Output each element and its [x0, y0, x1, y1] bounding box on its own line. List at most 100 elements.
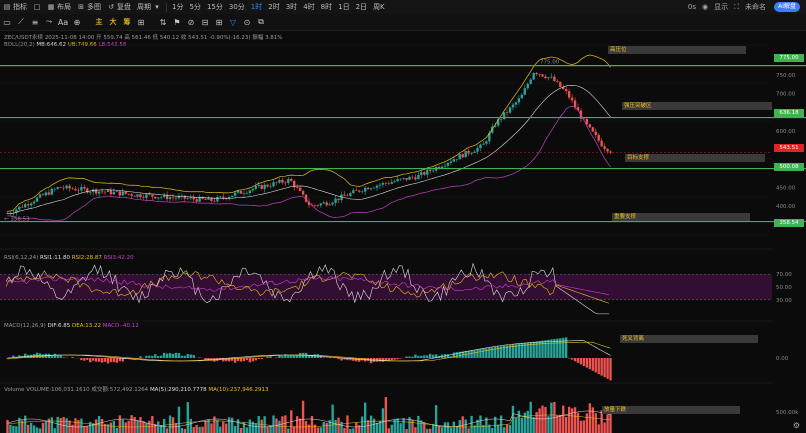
volume-bar [588, 403, 592, 433]
candle-body [399, 178, 402, 180]
macd-bar [349, 358, 352, 361]
interval-tab-4[interactable]: 1时 [250, 3, 263, 11]
rsi-info[interactable]: RSI(6,12,24) RSI1:11.80 RSI2:28.87 RSI3:… [4, 255, 134, 261]
drawing-tool-4[interactable]: Aa [57, 17, 69, 27]
volume-bar [485, 417, 488, 433]
note-breakout-zone[interactable]: 强压突破区 [622, 102, 772, 110]
candle-body [236, 190, 240, 193]
rsi2-value: RSI2:28.87 [71, 255, 102, 261]
display-button[interactable]: 显示 [714, 2, 728, 12]
interval-tab-9[interactable]: 1日 [338, 3, 350, 11]
replay-button[interactable]: ↺ 复盘 [104, 2, 134, 12]
macd-bar [236, 358, 240, 362]
macd-bar [257, 358, 260, 360]
drawing-tool-15[interactable]: ▽ [229, 17, 237, 27]
unnamed-layout[interactable]: 未命名 [745, 2, 766, 12]
candle-body [35, 197, 39, 202]
drawing-tool-7[interactable]: 大 [109, 18, 117, 26]
multi-chart-button[interactable]: ⊞ 多图 [74, 2, 104, 12]
macd-bar [322, 357, 325, 358]
drawing-tool-5[interactable]: ⊕ [73, 17, 81, 27]
macd-bar [213, 358, 216, 362]
drawing-tool-13[interactable]: ⊟ [201, 17, 209, 27]
camera-icon[interactable]: ◉ [701, 3, 709, 11]
note-high-pressure[interactable]: 高压位 [608, 46, 746, 54]
layout-button[interactable]: ▦ 布局 [44, 2, 74, 12]
interval-tab-8[interactable]: 8时 [320, 3, 333, 11]
macd-bar [106, 358, 110, 364]
drawing-tool-0[interactable]: ▭ [3, 17, 11, 27]
volume-bar [26, 424, 30, 433]
level-tag-775: 775.00 [774, 54, 804, 62]
candle-body [325, 202, 328, 206]
indicator-button[interactable]: ▤ 指标 [0, 2, 30, 12]
volume-bar [195, 424, 198, 433]
interval-tab-2[interactable]: 15分 [206, 3, 223, 11]
drawing-tool-2[interactable]: ≡ [31, 17, 39, 27]
fullscreen-icon[interactable]: ⛶ [734, 2, 739, 11]
candle-body [488, 132, 491, 142]
chart-canvas[interactable]: 800.00750.00700.00650.00600.00550.00500.… [0, 31, 806, 433]
candle-body [251, 188, 255, 191]
drawing-tool-9[interactable]: ⊞ [137, 17, 145, 27]
candle-body [157, 197, 160, 199]
macd-info[interactable]: MACD(12,26,9) DIF:6.85 DEA:13.22 MACD:-4… [4, 323, 139, 329]
volume-bar [502, 427, 506, 433]
volume-bar [222, 421, 225, 433]
interval-tab-3[interactable]: 30分 [228, 3, 245, 11]
macd-bar [6, 358, 9, 359]
drawing-tool-6[interactable]: 主 [95, 18, 103, 26]
volume-bar [369, 415, 373, 433]
macd-bar [417, 355, 420, 358]
volume-bar [278, 420, 281, 433]
interval-tab-0[interactable]: 1分 [172, 3, 184, 11]
drawing-tool-16[interactable]: ⊙ [243, 17, 251, 27]
note-volume-drop[interactable]: 放量下跌 [602, 406, 740, 414]
macd-bar [476, 349, 479, 358]
interval-tab-11[interactable]: 周K [373, 3, 385, 11]
drawing-tool-3[interactable]: ⤳ [45, 17, 53, 26]
drawing-tool-12[interactable]: ⊘ [187, 17, 195, 27]
interval-tab-5[interactable]: 2时 [268, 3, 280, 11]
drawing-tool-11[interactable]: ⚑ [173, 17, 181, 27]
candle-body [535, 73, 538, 75]
macd-bar [361, 358, 364, 361]
ai-analysis-button[interactable]: AI解盘 [774, 2, 800, 12]
candle-body [340, 194, 343, 201]
candle-body [476, 147, 479, 152]
square-button[interactable]: □ [30, 3, 44, 11]
note-death-cross[interactable]: 死叉背离 [620, 335, 758, 343]
volume-bar [21, 420, 24, 433]
drawing-tool-1[interactable]: ⟋ [18, 17, 24, 26]
interval-tab-7[interactable]: 4时 [303, 3, 315, 11]
interval-tab-10[interactable]: 2日 [355, 3, 368, 11]
drawing-tool-8[interactable]: 筹 [123, 18, 131, 26]
note-target-support[interactable]: 目标支撑 [625, 154, 765, 162]
drawing-tool-14[interactable]: ⊞ [215, 17, 223, 27]
macd-bar [358, 358, 361, 362]
candle-body [417, 175, 420, 180]
interval-tab-1[interactable]: 5分 [189, 3, 201, 11]
interval-tab-6[interactable]: 3时 [285, 3, 298, 11]
low-marker: ← 358.53 [4, 217, 30, 223]
volume-bar [328, 420, 331, 433]
candle-body [313, 205, 317, 206]
candle-body [151, 194, 154, 197]
gear-icon[interactable]: ⚙ [792, 421, 800, 430]
macd-bar [216, 358, 219, 361]
macd-bar [565, 337, 568, 358]
price-pane: 800.00750.00700.00650.00600.00550.00500.… [0, 44, 806, 236]
volume-bar [355, 422, 358, 433]
indicator-label: 指标 [13, 3, 27, 11]
macd-dif: DIF:6.85 [47, 323, 71, 329]
volume-bar [381, 408, 385, 433]
timer-label: 0s [687, 3, 696, 11]
rsi-pane: 70.00 50.00 30.00 [0, 248, 792, 315]
volume-info[interactable]: Volume VOLUME:106,031.1610 成交额:572,492.1… [4, 385, 268, 393]
period-dropdown[interactable]: 周期 ▾ [134, 2, 164, 12]
volume-bar [366, 420, 370, 433]
note-key-support[interactable]: 重要支撑 [612, 213, 750, 221]
drawing-tool-10[interactable]: ⇅ [159, 17, 167, 27]
volume-bar [118, 415, 121, 433]
drawing-tool-17[interactable]: ⧉ [258, 17, 264, 26]
